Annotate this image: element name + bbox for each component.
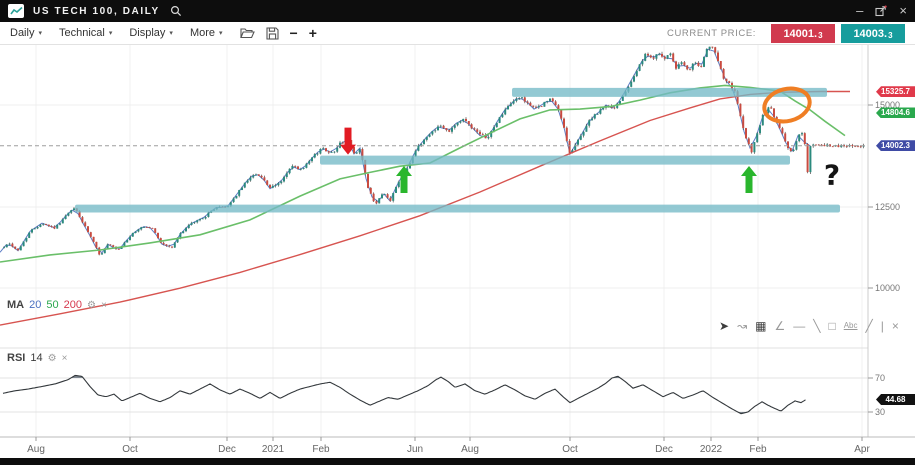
price-chart-canvas[interactable]: ?: [0, 45, 915, 465]
time-tick-label: Oct: [562, 444, 578, 455]
ma50-line: [0, 84, 846, 263]
sell-price-main: 14001.: [783, 28, 818, 41]
price-tick-label: 15000: [875, 100, 901, 110]
rsi-remove-icon[interactable]: ×: [61, 352, 68, 364]
rsi-tick-label: 70: [875, 373, 886, 383]
buy-price-fraction: 3: [888, 30, 893, 40]
close-button[interactable]: ×: [899, 3, 907, 18]
text-tool-icon[interactable]: Abc: [843, 321, 858, 330]
annotation-arrow-up: [396, 166, 412, 194]
ma-period-20: 20: [29, 299, 42, 311]
time-tick-label: Dec: [655, 444, 673, 455]
buy-price-button[interactable]: 14003. 3: [841, 23, 905, 43]
ma-legend-label: MA: [7, 299, 25, 311]
ma-period-200: 200: [63, 299, 82, 311]
ma20-line: [0, 48, 811, 254]
ma-indicator-legend: MA 20 50 200 ⚙ ×: [7, 299, 107, 311]
diagonal-line-tool-icon[interactable]: ╱: [865, 319, 873, 333]
grid-tool-icon[interactable]: ▦: [755, 319, 767, 333]
rsi-period: 14: [30, 352, 43, 364]
time-tick-label: Jun: [406, 444, 424, 455]
horizontal-line-tool-icon[interactable]: —: [793, 319, 806, 333]
current-price-label: CURRENT PRICE:: [667, 27, 756, 39]
annotation-question-mark: ?: [824, 158, 840, 191]
menu-more-label: More: [189, 27, 215, 39]
window-title: US TECH 100, DAILY: [33, 5, 160, 17]
titlebar: US TECH 100, DAILY – ×: [0, 0, 915, 22]
chevron-down-icon: ▾: [219, 30, 223, 37]
popout-button[interactable]: [875, 5, 888, 17]
ma-settings-gear-icon[interactable]: ⚙: [86, 299, 96, 311]
main-price-panel: [0, 46, 865, 326]
zoom-out-button[interactable]: −: [289, 25, 298, 41]
time-tick-label: 2022: [699, 444, 723, 455]
chart-toolbar: Daily ▾ Technical ▾ Display ▾ More ▾ − +…: [0, 22, 915, 45]
annotation-circle: [762, 86, 812, 124]
annotation-arrow-up: [741, 166, 757, 194]
time-tick-label: Dec: [218, 444, 236, 455]
chart-app-icon: [8, 4, 24, 18]
menu-technical-label: Technical: [58, 27, 105, 39]
menu-display-label: Display: [129, 27, 166, 39]
close-toolbar-icon[interactable]: ×: [891, 319, 899, 333]
open-folder-icon[interactable]: [239, 27, 255, 39]
ma-remove-icon[interactable]: ×: [100, 299, 107, 311]
rectangle-tool-icon[interactable]: □: [828, 319, 836, 333]
drawing-toolbar: ➤ ↝ ▦ ∠ — ╲ □ Abc ╱ | ×: [719, 320, 899, 332]
chevron-down-icon: ▾: [108, 30, 113, 37]
buy-price-main: 14003.: [853, 28, 888, 41]
toolbar-divider-icon: |: [880, 319, 884, 333]
cursor-tool-icon[interactable]: ➤: [719, 319, 730, 333]
trendline-tool-icon[interactable]: ∠: [774, 319, 786, 333]
rsi-indicator-legend: RSI 14 ⚙ ×: [7, 352, 67, 364]
price-zone: [320, 155, 790, 165]
save-icon[interactable]: [265, 26, 279, 40]
price-tick-label: 12500: [875, 202, 901, 213]
ma-period-50: 50: [46, 299, 59, 311]
chart-body: ? 15000 12500 10000 70 30 15325.7 14804.6 14002…: [0, 45, 915, 465]
time-tick-label: 2021: [261, 444, 285, 455]
time-tick-label: Aug: [27, 444, 45, 455]
time-tick-label: Aug: [461, 444, 479, 455]
price-zone: [512, 87, 827, 97]
menu-daily-label: Daily: [10, 27, 35, 39]
time-tick-label: Feb: [749, 444, 767, 455]
freehand-tool-icon[interactable]: ↝: [737, 319, 748, 333]
rsi-panel: [2, 374, 806, 415]
rsi-settings-gear-icon[interactable]: ⚙: [47, 352, 57, 364]
chevron-down-icon: ▾: [38, 30, 42, 37]
price-level-badge: 15325.7: [876, 86, 915, 98]
time-tick-label: Apr: [854, 444, 870, 455]
time-tick-label: Feb: [312, 444, 330, 455]
menu-more[interactable]: More ▾: [190, 27, 223, 39]
line-segment-tool-icon[interactable]: ╲: [813, 319, 821, 333]
rsi-tick-label: 30: [875, 407, 886, 417]
minimize-button[interactable]: –: [856, 3, 864, 18]
price-level-badge: 14804.6: [876, 107, 915, 119]
rsi-line: [2, 374, 806, 415]
rsi-value-badge: 44.68: [876, 394, 915, 406]
rsi-legend-label: RSI: [7, 352, 26, 364]
zoom-in-button[interactable]: +: [308, 25, 317, 41]
price-level-badge: 14002.3: [876, 140, 915, 152]
search-icon[interactable]: [170, 5, 182, 17]
menu-technical[interactable]: Technical ▾: [59, 27, 112, 39]
annotation-arrow-down: [340, 127, 356, 155]
menu-display[interactable]: Display ▾: [129, 27, 173, 39]
price-tick-label: 10000: [875, 282, 901, 293]
window-footer-bar: [0, 458, 915, 465]
sell-price-button[interactable]: 14001. 3: [771, 23, 835, 43]
sell-price-fraction: 3: [818, 30, 823, 40]
menu-daily[interactable]: Daily ▾: [10, 27, 42, 39]
chevron-down-icon: ▾: [169, 30, 173, 37]
time-tick-label: Oct: [122, 444, 138, 455]
price-zone: [75, 204, 840, 213]
